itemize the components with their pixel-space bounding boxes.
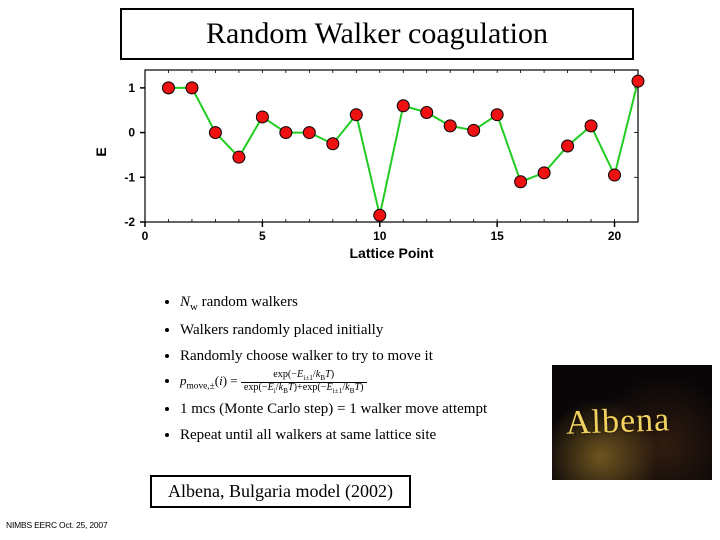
bullet-text: 1 mcs (Monte Carlo step) = 1 walker move…	[180, 401, 487, 417]
svg-text:0: 0	[142, 229, 149, 243]
page-title: Random Walker coagulation	[206, 17, 548, 51]
list-item: Walkers randomly placed initially	[180, 318, 610, 342]
svg-text:15: 15	[490, 229, 504, 243]
svg-text:-2: -2	[124, 215, 135, 229]
bullet-text: Walkers randomly placed initially	[180, 322, 383, 338]
bullet-list: Nw random walkers Walkers randomly place…	[140, 290, 610, 449]
svg-text:20: 20	[608, 229, 622, 243]
svg-text:Lattice Point: Lattice Point	[349, 245, 433, 261]
svg-text:0: 0	[128, 126, 135, 140]
svg-text:-1: -1	[124, 170, 135, 184]
list-item: Randomly choose walker to try to move it	[180, 344, 610, 368]
list-item: 1 mcs (Monte Carlo step) = 1 walker move…	[180, 397, 610, 421]
svg-text:E: E	[93, 147, 109, 156]
list-item: Repeat until all walkers at same lattice…	[180, 423, 610, 447]
photo-albena: Albena	[552, 365, 712, 480]
svg-text:1: 1	[128, 81, 135, 95]
svg-text:5: 5	[259, 229, 266, 243]
bullet-text: pmove,±(i) = exp(−Ei±1/kBT) exp(−Ei/kBT)…	[180, 373, 367, 388]
photo-script: Albena	[565, 401, 670, 443]
bullet-text: Randomly choose walker to try to move it	[180, 348, 433, 364]
chart-svg: 0 5 10 15 20 -2 -1 0 1 E Lattice Point	[90, 64, 645, 264]
bullet-text: Repeat until all walkers at same lattice…	[180, 427, 436, 443]
svg-text:10: 10	[373, 229, 387, 243]
caption-box: Albena, Bulgaria model (2002)	[150, 475, 411, 508]
footer-citation: NIMBS EERC Oct. 25, 2007	[6, 520, 108, 530]
caption-text: Albena, Bulgaria model (2002)	[168, 481, 393, 501]
list-item: pmove,±(i) = exp(−Ei±1/kBT) exp(−Ei/kBT)…	[180, 370, 610, 395]
energy-chart: 0 5 10 15 20 -2 -1 0 1 E Lattice Point	[90, 64, 645, 264]
list-item: Nw random walkers	[180, 290, 610, 316]
bullet-text: Nw random walkers	[180, 294, 298, 310]
title-box: Random Walker coagulation	[120, 8, 634, 60]
